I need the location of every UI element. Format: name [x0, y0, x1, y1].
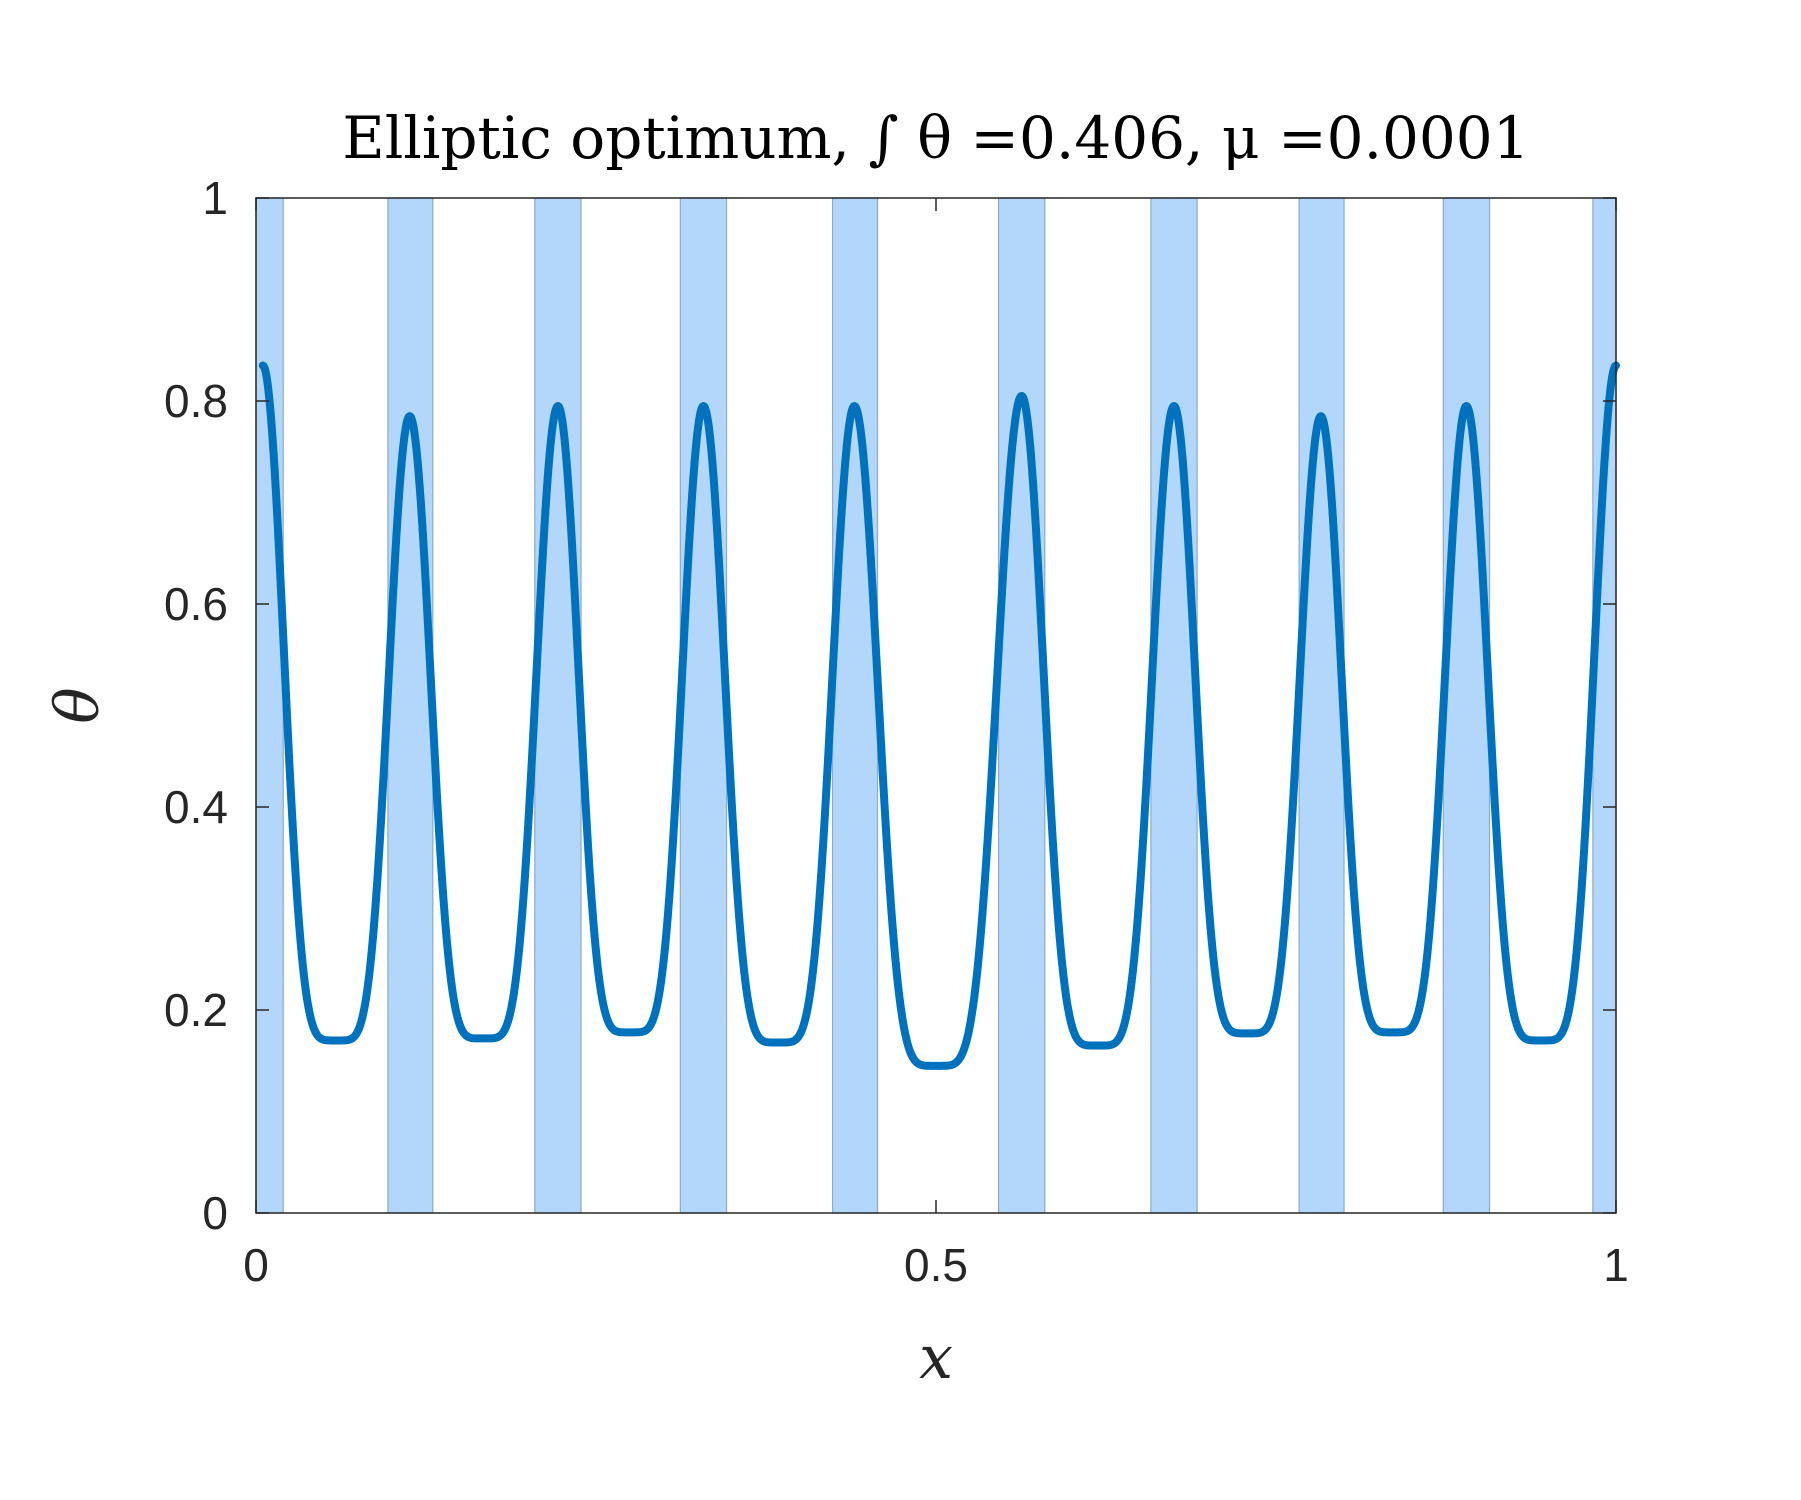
y-tick-label: 1 — [202, 172, 228, 224]
x-tick-label: 0 — [243, 1239, 269, 1291]
band-4 — [679, 197, 728, 1214]
tick-group: 0 0.5 1 0 0.2 0.4 0.6 0.8 1 — [164, 172, 1629, 1291]
y-tick-label: 0.4 — [164, 781, 228, 833]
band-1 — [255, 197, 284, 1214]
band-3 — [534, 197, 582, 1214]
series-line-theta — [258, 361, 1620, 1070]
x-axis-label: x — [919, 1323, 953, 1393]
y-axis-label: θ — [43, 687, 113, 723]
y-tick-label: 0.8 — [164, 375, 228, 427]
band-group — [255, 197, 1617, 1214]
band-2 — [387, 197, 434, 1214]
band-7 — [1150, 197, 1198, 1214]
x-tick-label: 1 — [1603, 1239, 1629, 1291]
x-tick-label: 0.5 — [904, 1239, 968, 1291]
band-8 — [1298, 197, 1345, 1214]
band-9 — [1442, 197, 1491, 1214]
plot-area — [256, 198, 1616, 1213]
y-tick-label: 0.6 — [164, 578, 228, 630]
y-tick-label: 0.2 — [164, 984, 228, 1036]
band-6 — [997, 197, 1046, 1214]
chart-title: Elliptic optimum, ∫ θ =0.406, μ =0.0001 — [342, 104, 1529, 172]
band-5 — [832, 197, 879, 1214]
y-tick-label: 0 — [202, 1187, 228, 1239]
band-10 — [1592, 197, 1617, 1214]
